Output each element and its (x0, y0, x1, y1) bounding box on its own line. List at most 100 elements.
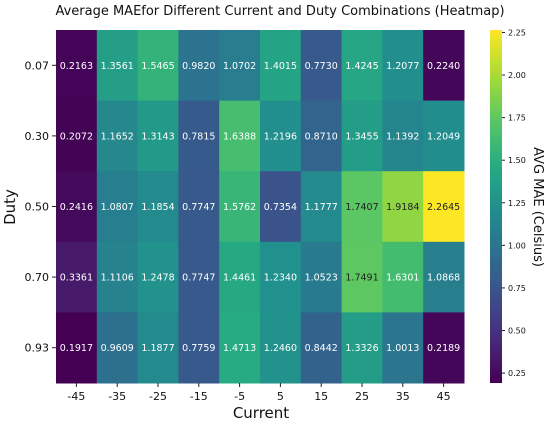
x-axis-ticks: -45 -35 -25 -15 -5 5 15 25 35 45 (67, 383, 451, 403)
cell-value-label: 1.2460 (264, 343, 297, 354)
heatmap-cell (96, 100, 139, 172)
cell-value-label: 1.2049 (427, 131, 460, 142)
cell-value-label: 1.2196 (264, 131, 297, 142)
cell-value-label: 1.2077 (386, 61, 419, 72)
heatmap-cell (382, 171, 424, 243)
cell-value-label: 0.7730 (305, 61, 338, 72)
colorbar-tick-label: 0.25 (508, 369, 526, 378)
heatmap-cell (423, 312, 465, 384)
heatmap-cell (341, 312, 383, 384)
heatmap-cell (260, 241, 302, 313)
cell-value-label: 1.1877 (141, 343, 174, 354)
heatmap-cell (56, 241, 98, 313)
cell-value-label: 1.4461 (223, 273, 256, 284)
heatmap-cell (300, 30, 343, 102)
cell-value-label: 1.6388 (223, 131, 256, 142)
colorbar-tick-label: 2.00 (508, 71, 526, 80)
cell-value-label: 0.9820 (182, 61, 215, 72)
colorbar-label: AVG MAE (Celsius) (530, 147, 545, 267)
heatmap-cell (300, 171, 343, 243)
heatmap-cell (382, 241, 424, 313)
heatmap-cell (219, 171, 261, 243)
cell-value-label: 1.4245 (345, 61, 378, 72)
heatmap-cell (178, 30, 220, 102)
heatmap-cell (219, 312, 261, 384)
x-tick-label: -5 (234, 390, 245, 403)
cell-value-label: 1.4015 (264, 61, 297, 72)
cell-value-label: 0.3361 (60, 273, 93, 284)
heatmap-cell (178, 171, 220, 243)
cell-value-label: 0.1917 (60, 343, 93, 354)
x-axis-label: Current (233, 404, 289, 422)
y-axis-label: Duty (1, 189, 19, 225)
heatmap-cell (178, 312, 220, 384)
cell-value-label: 0.2240 (427, 61, 460, 72)
heatmap-cell (260, 100, 302, 172)
heatmap-cell (423, 100, 465, 172)
y-axis-ticks: 0.07 0.30 0.50 0.70 0.93 (25, 59, 56, 355)
heatmap-cell (423, 171, 465, 243)
heatmap-cell (300, 100, 343, 172)
cell-value-label: 2.2645 (427, 202, 460, 213)
cell-value-label: 1.3143 (141, 131, 174, 142)
colorbar-tick-label: 0.75 (508, 284, 526, 293)
heatmap-cell (96, 241, 139, 313)
heatmap-cell (382, 100, 424, 172)
cell-value-label: 1.1652 (101, 131, 134, 142)
cell-value-label: 0.2072 (60, 131, 93, 142)
x-tick-label: 45 (437, 390, 451, 403)
colorbar-tick-label: 0.50 (508, 326, 526, 335)
heatmap-cell (423, 241, 465, 313)
cell-value-label: 1.1392 (386, 131, 419, 142)
colorbar-ticks: 0.25 0.50 0.75 1.00 1.25 1.50 1.75 2.00 2.25 (502, 28, 526, 378)
heatmap-cell (382, 312, 424, 384)
cell-value-label: 1.3326 (345, 343, 378, 354)
cell-value-label: 1.4713 (223, 343, 256, 354)
colorbar-tick-label: 1.75 (508, 114, 526, 123)
heatmap-cell (56, 312, 98, 384)
cell-value-label: 1.6301 (386, 273, 419, 284)
cell-value-label: 1.0702 (223, 61, 256, 72)
cell-value-label: 1.1777 (305, 202, 338, 213)
x-tick-label: -45 (67, 390, 85, 403)
heatmap-cell (178, 100, 220, 172)
heatmap-cell (260, 171, 302, 243)
cell-value-label: 1.1854 (141, 202, 174, 213)
cell-value-label: 0.7759 (182, 343, 215, 354)
heatmap-cell (382, 30, 424, 102)
heatmap-cell (137, 100, 179, 172)
heatmap-cell (137, 171, 179, 243)
cell-value-label: 0.2163 (60, 61, 93, 72)
heatmap-cell (219, 30, 261, 102)
y-tick-label: 0.07 (25, 59, 50, 72)
cell-value-label: 0.7747 (182, 273, 215, 284)
heatmap-cell (178, 241, 220, 313)
heatmap-cell (341, 30, 383, 102)
cell-value-label: 1.2340 (264, 273, 297, 284)
x-tick-label: 15 (314, 390, 328, 403)
heatmap-cell (96, 30, 139, 102)
x-tick-label: -15 (190, 390, 208, 403)
heatmap-cell (219, 100, 261, 172)
y-tick-label: 0.50 (25, 201, 50, 214)
cell-value-label: 1.9184 (386, 202, 419, 213)
heatmap-cell (219, 241, 261, 313)
cell-value-label: 0.8710 (305, 131, 338, 142)
heatmap-cell (137, 241, 179, 313)
cell-value-label: 1.5762 (223, 202, 256, 213)
cell-value-label: 0.7747 (182, 202, 215, 213)
colorbar-tick-label: 2.25 (508, 28, 526, 37)
heatmap-cell (423, 30, 465, 102)
colorbar-tick-label: 1.25 (508, 199, 526, 208)
heatmap-cell (341, 241, 383, 313)
cell-value-label: 1.5465 (141, 61, 174, 72)
heatmap-cell (56, 30, 98, 102)
colorbar-tick-label: 1.50 (508, 156, 526, 165)
cell-value-label: 0.9609 (101, 343, 134, 354)
cell-value-label: 0.8442 (305, 343, 338, 354)
heatmap-cell (96, 171, 139, 243)
cell-value-label: 1.3455 (345, 131, 378, 142)
cell-value-label: 1.3561 (101, 61, 134, 72)
heatmap-cell (56, 171, 98, 243)
